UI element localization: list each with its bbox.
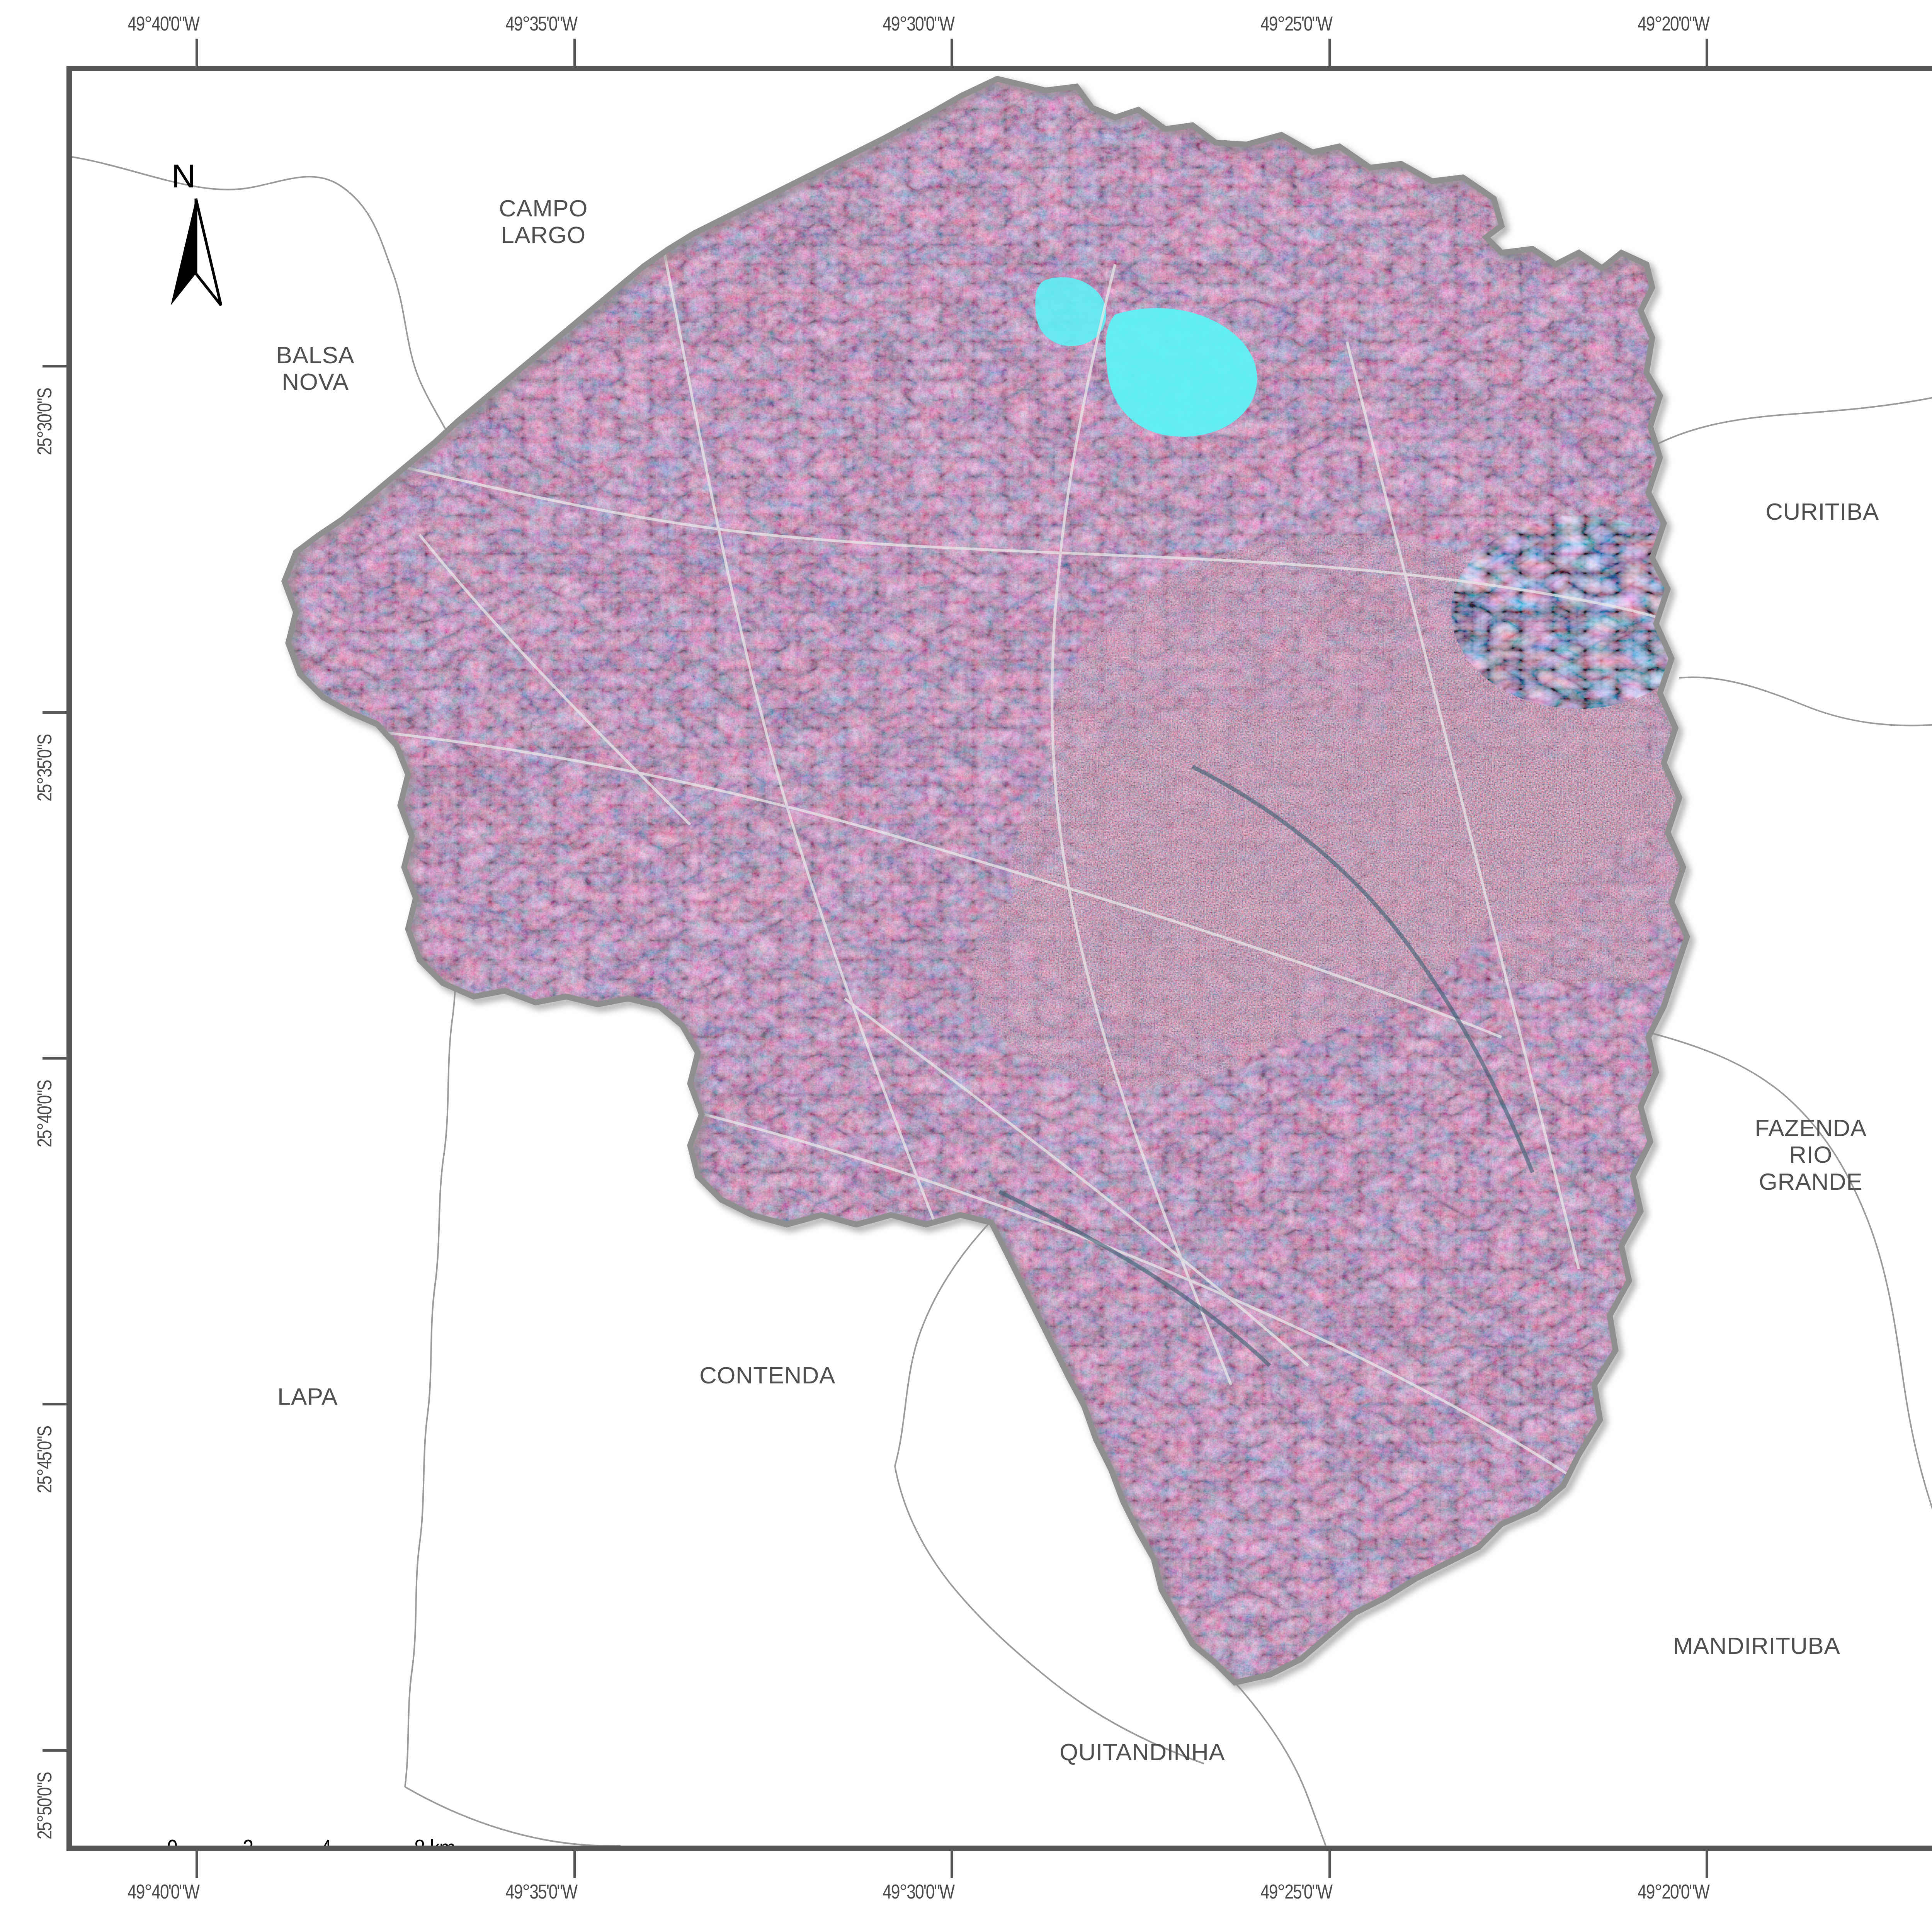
- north-arrow-icon: [163, 196, 229, 308]
- coord-top-5: 49°20'0"W: [1638, 15, 1709, 36]
- map-label-lapa: LAPA: [246, 1383, 369, 1410]
- scale-label-4: 4: [321, 1837, 331, 1851]
- tick-left-3: [43, 1057, 70, 1060]
- tick-top-4: [1328, 39, 1331, 70]
- coord-top-3: 49°30'0"W: [883, 15, 954, 36]
- coord-top-1: 49°40'0"W: [128, 15, 199, 36]
- coord-left-3: 25°40'0"S: [36, 1080, 57, 1147]
- map-label-campo-largo: CAMPO LARGO: [481, 195, 605, 248]
- scale-label-8km: 8 km: [414, 1837, 455, 1851]
- north-arrow-label: N: [172, 157, 196, 195]
- map-label-mandirituba: MANDIRITUBA: [1629, 1632, 1884, 1659]
- map-graphics: [72, 71, 1932, 1846]
- coord-bottom-2: 49°35'0"W: [505, 1883, 577, 1904]
- tick-top-5: [1706, 39, 1708, 70]
- coord-top-2: 49°35'0"W: [505, 15, 577, 36]
- map-label-curitiba: CURITIBA: [1730, 498, 1915, 525]
- map-label-fazenda-rio-grande: FAZENDA RIO GRANDE: [1706, 1114, 1915, 1195]
- coord-left-4: 25°45'0"S: [36, 1426, 57, 1493]
- tick-top-1: [196, 39, 198, 70]
- coord-left-1: 25°30'0"S: [36, 388, 57, 455]
- north-arrow: N: [163, 157, 229, 308]
- scale-bar: 0 2 4 8 km: [167, 1837, 553, 1851]
- coord-bottom-3: 49°30'0"W: [883, 1883, 954, 1904]
- tick-top-3: [951, 39, 953, 70]
- tick-bottom-4: [1328, 1847, 1331, 1878]
- tick-bottom-1: [196, 1847, 198, 1878]
- map-frame: CAMPO LARGO BALSA NOVA CURITIBA FAZENDA …: [66, 66, 1932, 1851]
- tick-bottom-3: [951, 1847, 953, 1878]
- scale-label-0: 0: [167, 1837, 177, 1851]
- map-label-quitandinha: QUITANDINHA: [1015, 1739, 1270, 1765]
- scale-label-2: 2: [243, 1837, 253, 1851]
- map-canvas: CAMPO LARGO BALSA NOVA CURITIBA FAZENDA …: [72, 71, 1932, 1846]
- map-label-balsa-nova: BALSA NOVA: [253, 342, 377, 395]
- map-label-contenda: CONTENDA: [663, 1362, 872, 1388]
- tick-left-1: [43, 365, 70, 367]
- tick-bottom-5: [1706, 1847, 1708, 1878]
- coord-bottom-1: 49°40'0"W: [128, 1883, 199, 1904]
- coord-left-2: 25°35'0"S: [36, 735, 57, 801]
- coord-left-5: 25°50'0"S: [36, 1773, 57, 1839]
- tick-top-2: [573, 39, 576, 70]
- tick-bottom-2: [573, 1847, 576, 1878]
- coord-bottom-5: 49°20'0"W: [1638, 1883, 1709, 1904]
- tick-left-2: [43, 711, 70, 714]
- tick-left-4: [43, 1403, 70, 1405]
- tick-left-5: [43, 1749, 70, 1752]
- coord-bottom-4: 49°25'0"W: [1260, 1883, 1332, 1904]
- coord-top-4: 49°25'0"W: [1260, 15, 1332, 36]
